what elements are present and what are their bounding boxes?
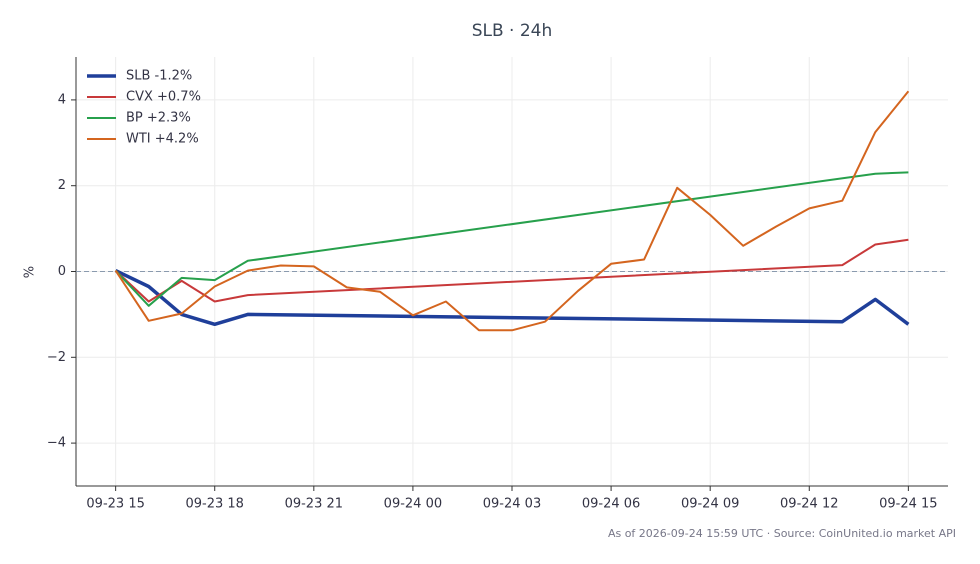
x-tick-label: 09-24 09	[681, 497, 739, 512]
y-tick-label: 2	[58, 178, 66, 193]
series-line	[114, 269, 910, 327]
y-tick-label: 0	[58, 264, 66, 279]
x-tick-label: 09-23 18	[186, 497, 244, 512]
chart-title: SLB · 24h	[472, 21, 553, 41]
legend-label: WTI +4.2%	[126, 132, 199, 147]
y-tick-label: −4	[47, 436, 66, 451]
series-line	[114, 171, 909, 307]
series-line	[114, 90, 910, 332]
x-tick-label: 09-24 12	[780, 497, 838, 512]
x-tick-label: 09-23 21	[285, 497, 343, 512]
footer: As of 2026-09-24 15:59 UTC · Source: Coi…	[608, 527, 956, 540]
x-tick-label: 09-24 03	[483, 497, 541, 512]
x-tick-label: 09-23 15	[86, 497, 144, 512]
series-line	[114, 238, 909, 303]
y-axis-label: %	[23, 266, 38, 278]
legend-label: BP +2.3%	[126, 111, 191, 126]
legend-label: SLB -1.2%	[126, 69, 192, 84]
y-tick-label: −2	[47, 350, 66, 365]
x-tick-label: 09-24 15	[879, 497, 937, 512]
y-tick-label: 4	[58, 92, 66, 107]
legend-label: CVX +0.7%	[126, 90, 201, 105]
x-tick-label: 09-24 06	[582, 497, 640, 512]
x-tick-label: 09-24 00	[384, 497, 442, 512]
